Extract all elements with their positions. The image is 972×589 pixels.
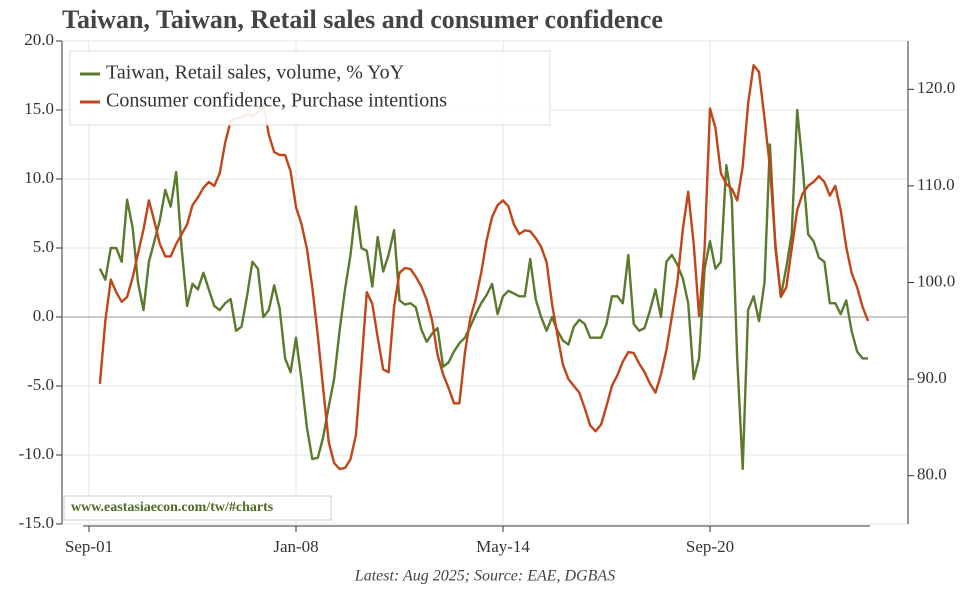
x-tick-label: Sep-20 [686,537,734,556]
x-tick-label: May-14 [476,537,530,556]
chart-title: Taiwan, Taiwan, Retail sales and consume… [62,5,663,34]
watermark: www.eastasiaecon.com/tw/#charts [71,500,274,515]
y-tick-label: 10.0 [24,168,54,187]
legend-label: Consumer confidence, Purchase intentions [106,90,447,112]
y-tick-label: -15.0 [19,513,54,532]
y2-tick-label: 80.0 [917,465,947,484]
series-line [98,108,868,470]
x-tick-label: Jan-08 [273,537,318,556]
y2-tick-label: 120.0 [917,78,955,97]
y-tick-label: 5.0 [33,237,54,256]
x-tick-label: Sep-01 [65,537,113,556]
legend-label: Taiwan, Retail sales, volume, % YoY [106,62,404,84]
watermark-box [63,495,332,521]
y-tick-label: 0.0 [33,306,54,325]
y-tick-label: -5.0 [27,375,54,394]
y2-tick-label: 100.0 [917,271,955,290]
y2-tick-label: 110.0 [917,175,955,194]
y2-tick-label: 90.0 [917,368,947,387]
footnote: Latest: Aug 2025; Source: EAE, DGBAS [354,568,615,585]
series-line [98,64,870,471]
legend-box [69,50,551,126]
y-tick-label: 20.0 [24,30,54,49]
y-tick-label: -10.0 [19,444,54,463]
y-tick-label: 15.0 [24,99,54,118]
